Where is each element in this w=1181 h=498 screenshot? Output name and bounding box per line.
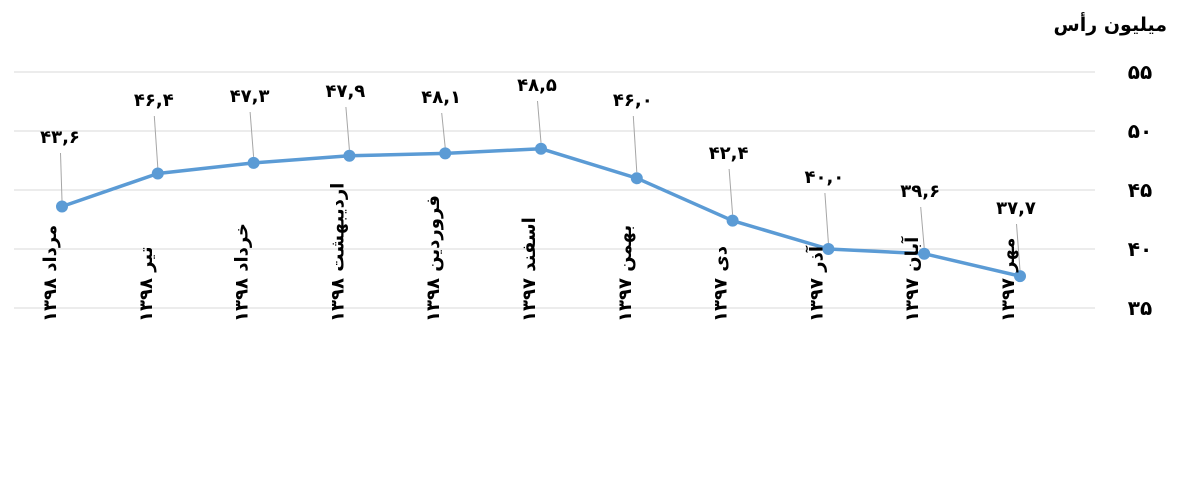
leader-line [728, 168, 734, 215]
data-point [56, 200, 68, 213]
x-category-label: آبان ۱۳۹۷ [900, 236, 923, 322]
data-point [630, 172, 643, 185]
y-tick-label: ۴۵ [1128, 178, 1152, 202]
y-tick-label: ۵۵ [1128, 60, 1152, 84]
leader-line [441, 112, 446, 148]
x-category-label: مهر ۱۳۹۷ [998, 238, 1019, 322]
x-category-label: تیر ۱۳۹۸ [136, 246, 157, 322]
y-axis-unit-label: میلیون رأس [1053, 14, 1167, 36]
leader-line [920, 206, 925, 248]
data-label: ۴۰,۰ [805, 167, 845, 188]
y-axis-ticks: ۳۵ ۴۰ ۴۵ ۵۰ ۵۵ [1128, 60, 1152, 320]
x-category-label: دی ۱۳۹۷ [711, 246, 732, 322]
data-label: ۴۸,۱ [421, 87, 461, 108]
y-tick-label: ۴۰ [1128, 237, 1152, 261]
data-point [151, 167, 164, 180]
x-category-label: آذر ۱۳۹۷ [804, 245, 827, 322]
x-category-label: اردیبهشت ۱۳۹۸ [327, 183, 348, 322]
gridlines [14, 71, 1095, 309]
data-point [439, 147, 452, 160]
leader-line [824, 192, 829, 244]
data-point [343, 149, 356, 162]
data-points [56, 142, 1026, 283]
data-label: ۴۶,۰ [613, 90, 653, 111]
leader-line [153, 115, 159, 168]
data-point [535, 142, 547, 155]
data-label: ۳۹,۶ [900, 181, 940, 202]
leader-line [249, 111, 255, 157]
series-line [61, 146, 1021, 278]
y-tick-label: ۵۰ [1128, 119, 1152, 143]
data-labels: ۴۳,۶ ۴۶,۴ ۴۷,۳ ۴۷,۹ ۴۸,۱ ۴۸,۵ ۴۶,۰ ۴۲,۴ ۴۰,۰ ۳۹,۶… [40, 75, 1036, 219]
data-label: ۳۷,۷ [996, 198, 1036, 219]
leader-line [632, 115, 638, 173]
leader-line [537, 100, 542, 143]
x-category-label: بهمن ۱۳۹۷ [615, 225, 636, 322]
leader-line [345, 106, 350, 150]
data-label: ۴۶,۴ [134, 90, 174, 111]
x-category-label: خرداد ۱۳۹۸ [232, 223, 253, 322]
data-point [822, 243, 835, 255]
data-point [918, 247, 931, 260]
x-category-label: اسفند ۱۳۹۷ [519, 217, 540, 322]
leader-line [1016, 223, 1021, 271]
x-axis-category-labels: مرداد ۱۳۹۸ تیر ۱۳۹۸ خرداد ۱۳۹۸ اردیبهشت ۱۳۹… [40, 183, 1019, 322]
x-category-label: مرداد ۱۳۹۸ [40, 225, 61, 322]
data-label: ۴۳,۶ [40, 127, 80, 148]
data-point [247, 156, 260, 169]
data-label: ۴۷,۳ [230, 86, 270, 107]
data-label: ۴۲,۴ [709, 143, 749, 164]
x-category-label: فروردین ۱۳۹۸ [423, 195, 444, 322]
y-tick-label: ۳۵ [1128, 296, 1152, 320]
data-label-leader-lines [60, 100, 1021, 271]
leader-line [60, 152, 63, 201]
data-point [1014, 270, 1026, 283]
data-label: ۴۷,۹ [326, 81, 366, 102]
data-label: ۴۸,۵ [517, 75, 557, 96]
series-line-group [61, 146, 1021, 278]
data-point [726, 214, 739, 227]
